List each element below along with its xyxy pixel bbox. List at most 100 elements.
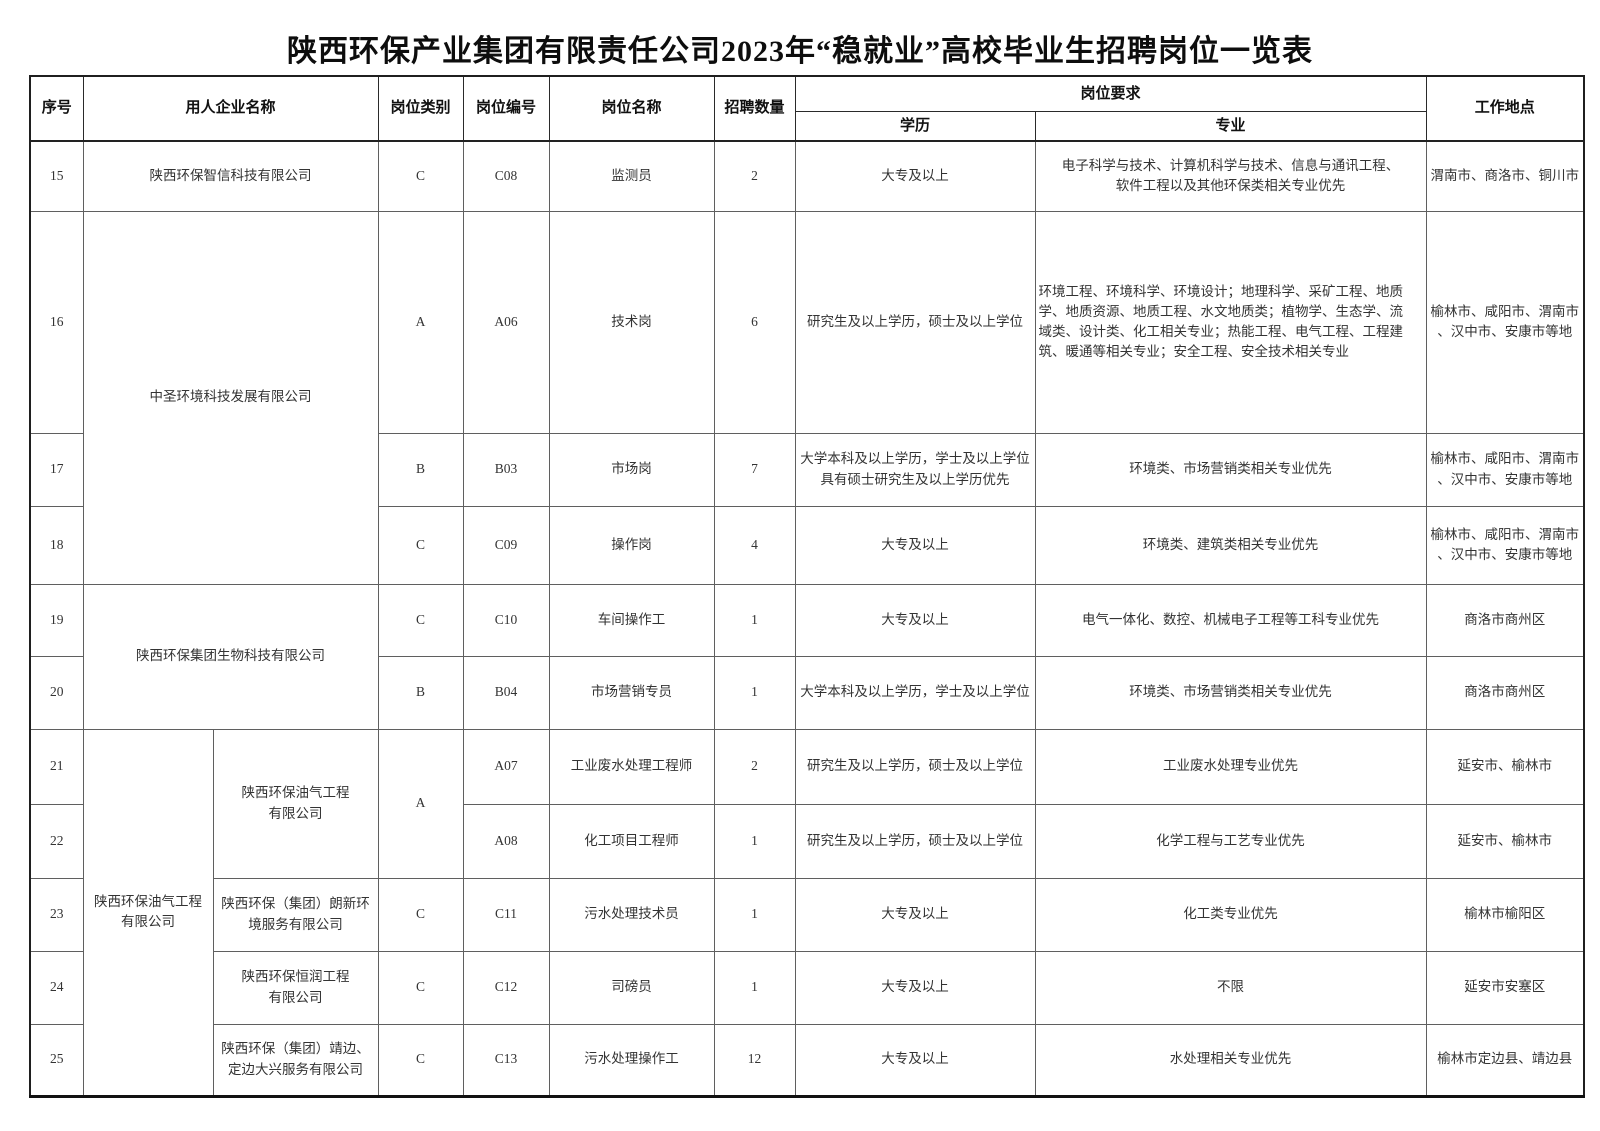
count-cell: 1: [713, 877, 796, 952]
table-row: 22 A08 化工项目工程师 1 研究生及以上学历，硕士及以上学位 化学工程与工…: [29, 803, 1585, 879]
seq-cell: 24: [29, 950, 84, 1025]
count-cell: 1: [713, 655, 796, 730]
seq-cell: 20: [29, 655, 84, 730]
major-cell: 水处理相关专业优先: [1034, 1023, 1427, 1097]
col-header-job: 岗位名称: [548, 75, 715, 142]
table-row: 24 陕西环保恒润工程 有限公司 C C12 司磅员 1 大专及以上 不限 延安…: [29, 950, 1585, 1025]
job-name-cell: 司磅员: [548, 950, 715, 1025]
count-cell: 6: [713, 210, 796, 434]
education-cell: 大专及以上: [794, 583, 1036, 657]
company-cell: 陕西环保智信科技有限公司: [82, 140, 379, 212]
col-header-code: 岗位编号: [462, 75, 550, 142]
seq-cell: 18: [29, 505, 84, 585]
location-cell: 榆林市、咸阳市、渭南市 、汉中市、安康市等地: [1425, 432, 1585, 507]
code-cell: C09: [462, 505, 550, 585]
sub-company-cell: 陕西环保（集团）靖边、 定边大兴服务有限公司: [212, 1023, 379, 1097]
code-cell: A06: [462, 210, 550, 434]
education-cell: 大学本科及以上学历，学士及以上学位: [794, 655, 1036, 730]
count-cell: 1: [713, 583, 796, 657]
location-cell: 商洛市商州区: [1425, 583, 1585, 657]
education-cell: 大专及以上: [794, 140, 1036, 212]
code-cell: C10: [462, 583, 550, 657]
count-cell: 1: [713, 950, 796, 1025]
table-row: 25 陕西环保（集团）靖边、 定边大兴服务有限公司 C C13 污水处理操作工 …: [29, 1023, 1585, 1097]
major-cell: 电子科学与技术、计算机科学与技术、信息与通讯工程、 软件工程以及其他环保类相关专…: [1034, 140, 1427, 212]
job-name-cell: 市场岗: [548, 432, 715, 507]
major-cell: 工业废水处理专业优先: [1034, 728, 1427, 805]
job-name-cell: 化工项目工程师: [548, 803, 715, 879]
major-cell: 化工类专业优先: [1034, 877, 1427, 952]
col-header-seq: 序号: [29, 75, 84, 142]
category-cell: C: [377, 505, 464, 585]
category-cell: B: [377, 432, 464, 507]
location-cell: 延安市安塞区: [1425, 950, 1585, 1025]
count-cell: 12: [713, 1023, 796, 1097]
category-cell: C: [377, 1023, 464, 1097]
table-header: 序号 用人企业名称 岗位类别 岗位编号 岗位名称 招聘数量 岗位要求 工作地点 …: [29, 75, 1585, 142]
code-cell: C13: [462, 1023, 550, 1097]
location-cell: 渭南市、商洛市、铜川市: [1425, 140, 1585, 212]
location-cell: 延安市、榆林市: [1425, 728, 1585, 805]
job-name-cell: 工业废水处理工程师: [548, 728, 715, 805]
education-cell: 大学本科及以上学历，学士及以上学位 具有硕士研究生及以上学历优先: [794, 432, 1036, 507]
job-table: 序号 用人企业名称 岗位类别 岗位编号 岗位名称 招聘数量 岗位要求 工作地点 …: [29, 75, 1586, 1098]
education-cell: 研究生及以上学历，硕士及以上学位: [794, 728, 1036, 805]
company-cell: 陕西环保集团生物科技有限公司: [82, 583, 379, 730]
category-cell: A: [377, 728, 464, 879]
major-cell: 环境类、市场营销类相关专业优先: [1034, 432, 1427, 507]
code-cell: C12: [462, 950, 550, 1025]
job-name-cell: 操作岗: [548, 505, 715, 585]
education-cell: 研究生及以上学历，硕士及以上学位: [794, 803, 1036, 879]
table-row: 17 B B03 市场岗 7 大学本科及以上学历，学士及以上学位 具有硕士研究生…: [29, 432, 1585, 507]
code-cell: A07: [462, 728, 550, 805]
seq-cell: 25: [29, 1023, 84, 1097]
major-cell: 环境类、建筑类相关专业优先: [1034, 505, 1427, 585]
location-cell: 榆林市、咸阳市、渭南市 、汉中市、安康市等地: [1425, 210, 1585, 434]
job-name-cell: 市场营销专员: [548, 655, 715, 730]
sub-company-cell: 陕西环保恒润工程 有限公司: [212, 950, 379, 1025]
seq-cell: 15: [29, 140, 84, 212]
code-cell: B04: [462, 655, 550, 730]
col-header-education: 学历: [794, 110, 1036, 142]
job-name-cell: 车间操作工: [548, 583, 715, 657]
parent-company-cell: 陕西环保油气工程 有限公司: [82, 728, 214, 1097]
location-cell: 榆林市定边县、靖边县: [1425, 1023, 1585, 1097]
education-cell: 大专及以上: [794, 877, 1036, 952]
sub-company-cell: 陕西环保（集团）朗新环 境服务有限公司: [212, 877, 379, 952]
education-cell: 大专及以上: [794, 950, 1036, 1025]
code-cell: C11: [462, 877, 550, 952]
header-row-1: 序号 用人企业名称 岗位类别 岗位编号 岗位名称 招聘数量 岗位要求 工作地点: [29, 75, 1585, 142]
seq-cell: 16: [29, 210, 84, 434]
code-cell: A08: [462, 803, 550, 879]
education-cell: 大专及以上: [794, 1023, 1036, 1097]
col-header-major: 专业: [1034, 110, 1427, 142]
col-header-count: 招聘数量: [713, 75, 796, 142]
major-cell: 环境工程、环境科学、环境设计；地理科学、采矿工程、地质 学、地质资源、地质工程、…: [1034, 210, 1427, 434]
major-cell: 环境类、市场营销类相关专业优先: [1034, 655, 1427, 730]
major-cell: 不限: [1034, 950, 1427, 1025]
sub-company-cell: 陕西环保油气工程 有限公司: [212, 728, 379, 879]
location-cell: 榆林市、咸阳市、渭南市 、汉中市、安康市等地: [1425, 505, 1585, 585]
major-cell: 电气一体化、数控、机械电子工程等工科专业优先: [1034, 583, 1427, 657]
col-header-category: 岗位类别: [377, 75, 464, 142]
col-header-location: 工作地点: [1425, 75, 1585, 142]
table-row: 16 中圣环境科技发展有限公司 A A06 技术岗 6 研究生及以上学历，硕士及…: [29, 210, 1585, 585]
table-row: 15 陕西环保智信科技有限公司 C C08 监测员 2 大专及以上 电子科学与技…: [29, 140, 1585, 212]
location-cell: 榆林市榆阳区: [1425, 877, 1585, 952]
category-cell: C: [377, 583, 464, 657]
education-cell: 大专及以上: [794, 505, 1036, 585]
job-name-cell: 监测员: [548, 140, 715, 212]
code-cell: C08: [462, 140, 550, 212]
location-cell: 商洛市商州区: [1425, 655, 1585, 730]
table-row: 19 陕西环保集团生物科技有限公司 C C10 车间操作工 1 大专及以上 电气…: [29, 583, 1585, 730]
table-row: 23 陕西环保（集团）朗新环 境服务有限公司 C C11 污水处理技术员 1 大…: [29, 877, 1585, 952]
category-cell: C: [377, 950, 464, 1025]
col-header-requirements: 岗位要求: [794, 75, 1427, 112]
count-cell: 7: [713, 432, 796, 507]
count-cell: 4: [713, 505, 796, 585]
major-cell: 化学工程与工艺专业优先: [1034, 803, 1427, 879]
category-cell: A: [377, 210, 464, 434]
education-cell: 研究生及以上学历，硕士及以上学位: [794, 210, 1036, 434]
category-cell: B: [377, 655, 464, 730]
seq-cell: 19: [29, 583, 84, 657]
